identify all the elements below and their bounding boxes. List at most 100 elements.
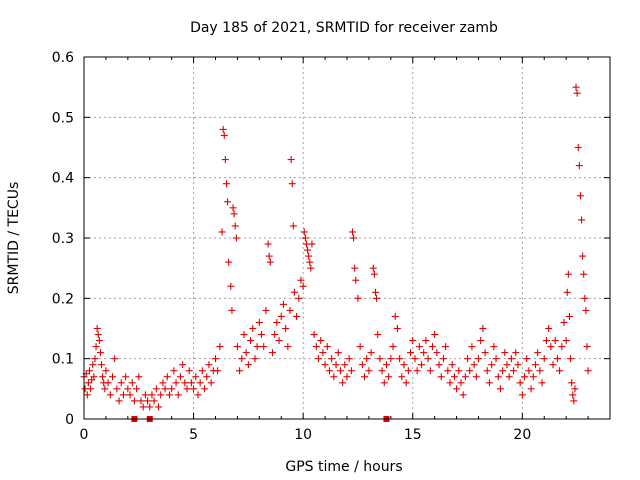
data-point [102, 367, 110, 375]
grid-layer [84, 57, 610, 419]
data-point [501, 349, 509, 357]
data-point [265, 252, 273, 260]
data-point [531, 361, 539, 369]
data-point [499, 367, 507, 375]
data-point [570, 397, 578, 405]
data-point [181, 379, 189, 387]
data-point [122, 373, 130, 381]
data-point [150, 397, 158, 405]
data-point [198, 367, 206, 375]
data-point [483, 367, 491, 375]
data-point [378, 367, 386, 375]
data-point [418, 361, 426, 369]
data-point [301, 234, 309, 242]
data-point [536, 367, 544, 375]
data-point [317, 337, 325, 345]
data-point [356, 343, 364, 351]
data-point [163, 373, 171, 381]
data-point [477, 337, 485, 345]
data-point [308, 240, 316, 248]
data-point [389, 343, 397, 351]
data-point [305, 252, 313, 260]
data-point [571, 385, 579, 393]
data-point [255, 318, 263, 326]
data-point [468, 343, 476, 351]
data-point [400, 361, 408, 369]
data-point [89, 361, 97, 369]
data-point [325, 367, 333, 375]
data-point [442, 343, 450, 351]
data-point [542, 337, 550, 345]
data-point [527, 385, 535, 393]
data-point [192, 373, 200, 381]
data-point [457, 379, 465, 387]
data-point [84, 379, 92, 387]
x-tick-label: 20 [513, 427, 531, 443]
data-point [111, 355, 119, 363]
data-point [299, 282, 307, 290]
data-point [393, 325, 401, 332]
data-point [567, 355, 575, 363]
data-point [341, 361, 349, 369]
data-point [347, 367, 355, 375]
data-point [538, 379, 546, 387]
data-point [361, 373, 369, 381]
data-point [273, 318, 281, 326]
data-point [290, 288, 298, 296]
data-point [448, 361, 456, 369]
data-point [83, 391, 91, 399]
data-point [165, 391, 173, 399]
data-point [475, 355, 482, 363]
data-point [91, 355, 99, 363]
data-point [461, 373, 469, 381]
data-point [190, 385, 198, 393]
data-point [455, 367, 463, 375]
data-point [93, 325, 101, 332]
data-point [354, 294, 362, 302]
data-point [297, 276, 305, 284]
tick-label-layer: 0 5 10 15 20 0 0.1 0.2 0.3 0.4 0.5 0.6 [52, 50, 532, 443]
data-point [464, 355, 472, 363]
data-point [374, 331, 382, 339]
data-point [152, 385, 160, 393]
data-point [433, 349, 441, 357]
data-point [569, 391, 577, 399]
data-point [277, 312, 285, 320]
data-point [407, 349, 415, 357]
data-point [534, 349, 542, 357]
data-point [584, 367, 592, 375]
data-point [295, 294, 303, 302]
data-point [268, 349, 276, 357]
data-point [139, 403, 147, 411]
data-point [330, 373, 338, 381]
data-point [525, 367, 533, 375]
data-point [413, 367, 421, 375]
data-point [574, 144, 582, 151]
data-point [106, 391, 114, 399]
data-point [95, 337, 103, 345]
data-point [415, 343, 423, 351]
data-point [90, 373, 98, 381]
data-point [446, 379, 454, 387]
data-point [137, 397, 145, 405]
data-point [565, 312, 573, 320]
data-point [101, 385, 109, 393]
data-point [96, 349, 104, 357]
data-point [371, 288, 379, 296]
data-point [562, 337, 570, 345]
data-point [568, 379, 576, 387]
data-point [133, 385, 141, 393]
data-point [339, 379, 347, 387]
data-point [560, 318, 568, 326]
data-point [558, 343, 566, 351]
data-point [521, 373, 529, 381]
data-point [264, 240, 272, 248]
data-point [287, 156, 295, 164]
data-point [479, 325, 487, 332]
data-point [242, 349, 250, 357]
data-point [496, 385, 504, 393]
data-point [98, 361, 106, 369]
data-point [373, 294, 381, 302]
y-tick-label: 0 [65, 412, 74, 428]
data-point [428, 343, 436, 351]
